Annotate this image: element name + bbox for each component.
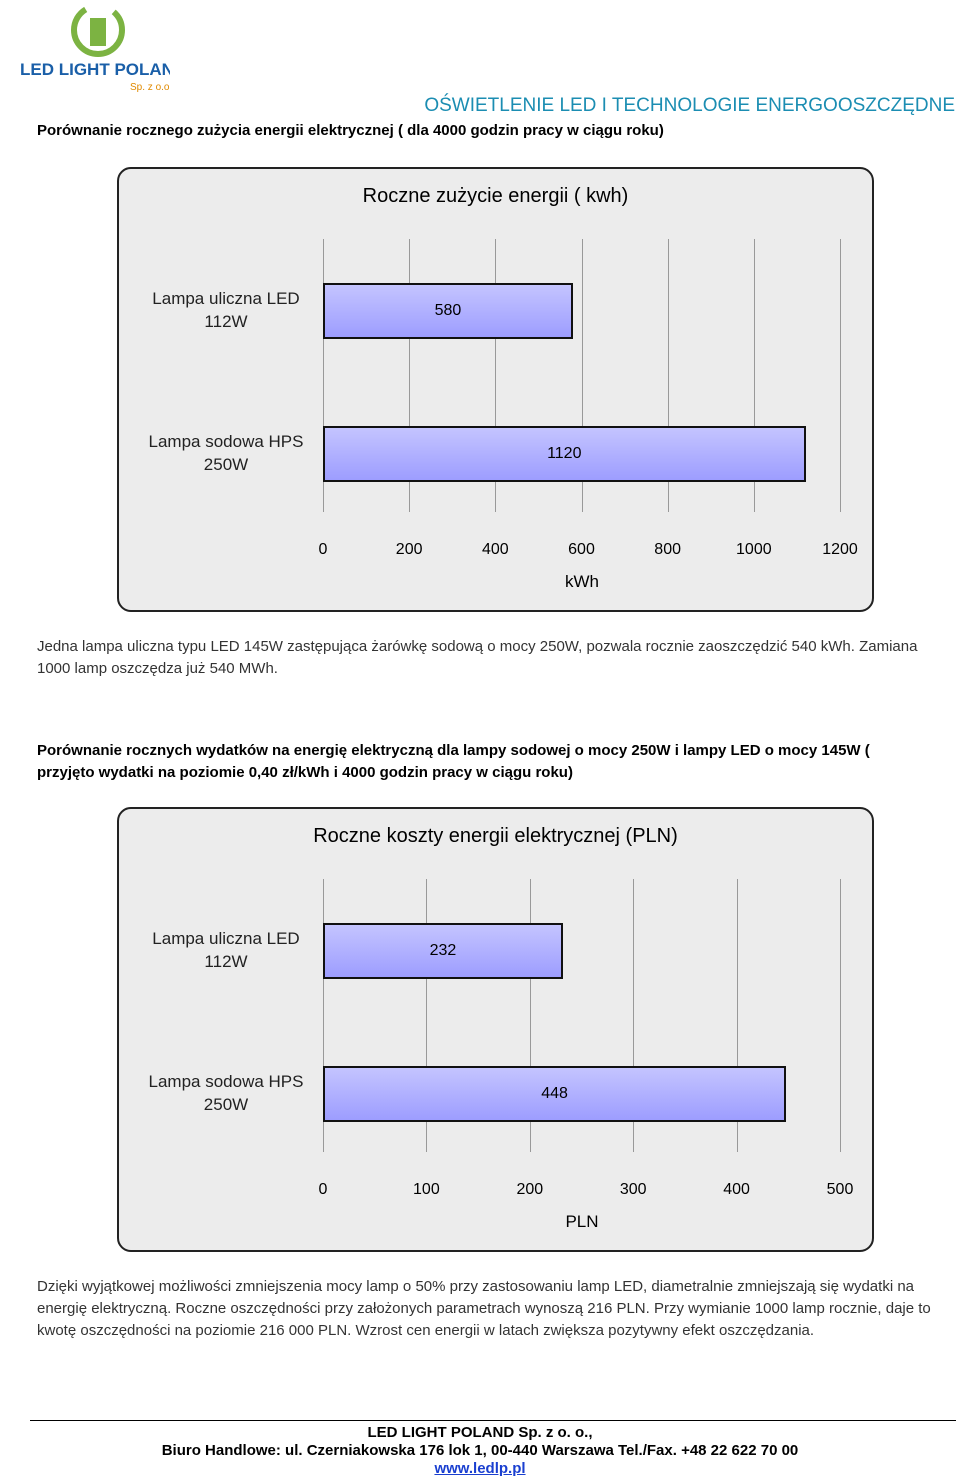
grid-line — [581, 239, 583, 512]
category-label: Lampa sodowa HPS 250W — [148, 1072, 304, 1114]
category-label: Lampa uliczna LED 112W — [152, 929, 300, 971]
data-label: 1120 — [547, 445, 582, 462]
x-tick-label: 400 — [723, 1181, 750, 1198]
logo: LED LIGHT POLAND Sp. z o.o. — [20, 3, 170, 93]
footer-address: Biuro Handlowe: ul. Czerniakowska 176 lo… — [161, 1442, 799, 1459]
grid-line — [409, 239, 411, 512]
x-tick-label: 1000 — [736, 541, 772, 558]
x-tick-label: 600 — [568, 541, 595, 558]
note: Dzięki wyjątkowej możliwości zmniejszeni… — [37, 1278, 931, 1339]
grid-line — [323, 239, 324, 512]
footer-rule — [30, 1420, 956, 1421]
bar — [323, 426, 806, 482]
x-tick-label: 1200 — [822, 541, 858, 558]
category-label: Lampa uliczna LED 112W — [152, 289, 300, 331]
logo-sub: Sp. z o.o. — [130, 82, 170, 93]
chart-title: Roczne koszty energii elektrycznej (PLN) — [313, 825, 678, 847]
x-tick-label: 100 — [413, 1181, 440, 1198]
x-tick-label: 400 — [481, 541, 509, 558]
logo-text: LED LIGHT POLAND — [20, 60, 170, 79]
grid-line — [426, 879, 428, 1152]
data-label: 232 — [429, 942, 457, 959]
category-label: Lampa sodowa HPS 250W — [148, 432, 304, 474]
grid-line — [323, 879, 324, 1152]
note: Jedna lampa uliczna typu LED 145W zastęp… — [37, 638, 918, 677]
x-tick-label: 200 — [516, 1181, 544, 1198]
x-tick-label: 0 — [318, 1181, 328, 1198]
x-tick-label: 800 — [654, 541, 681, 558]
heading: Porównanie rocznego zużycia energii elek… — [37, 122, 664, 139]
grid-line — [667, 239, 669, 512]
tagline: OŚWIETLENIE LED I TECHNOLOGIE ENERGOOSZC… — [424, 95, 955, 116]
bar — [323, 1066, 787, 1122]
bar — [323, 923, 563, 979]
x-tick-label: 0 — [318, 541, 328, 558]
footer-company: LED LIGHT POLAND Sp. z o. o., — [367, 1424, 593, 1441]
x-tick-label: 200 — [395, 541, 423, 558]
grid-line — [495, 239, 497, 512]
heading: Porównanie rocznych wydatków na energię … — [37, 742, 870, 781]
logo-icon — [71, 3, 125, 57]
grid-line — [753, 239, 755, 512]
chart-box: 0 100 200 300 400 500 Lampa uliczna LED 112W 23… — [117, 807, 874, 1252]
x-tick-label: 500 — [826, 1181, 854, 1198]
bar — [323, 283, 573, 339]
grid-line — [736, 879, 738, 1152]
x-axis-title: PLN — [565, 1212, 599, 1231]
grid-line — [840, 239, 841, 512]
footer-website[interactable]: www.ledlp.pl — [434, 1460, 526, 1477]
logo-bulb — [90, 18, 106, 46]
x-tick-label: 300 — [619, 1181, 647, 1198]
grid-line — [840, 879, 841, 1152]
grid-line — [633, 879, 635, 1152]
chart-title: Roczne zużycie energii ( kwh) — [362, 185, 629, 207]
chart-box: 0 200 400 600 800 1000 1200 Lampa uliczna LED 1… — [117, 167, 874, 612]
data-label: 448 — [541, 1085, 568, 1102]
data-label: 580 — [434, 302, 462, 319]
grid-line — [529, 879, 531, 1152]
x-axis-title: kWh — [565, 572, 599, 591]
